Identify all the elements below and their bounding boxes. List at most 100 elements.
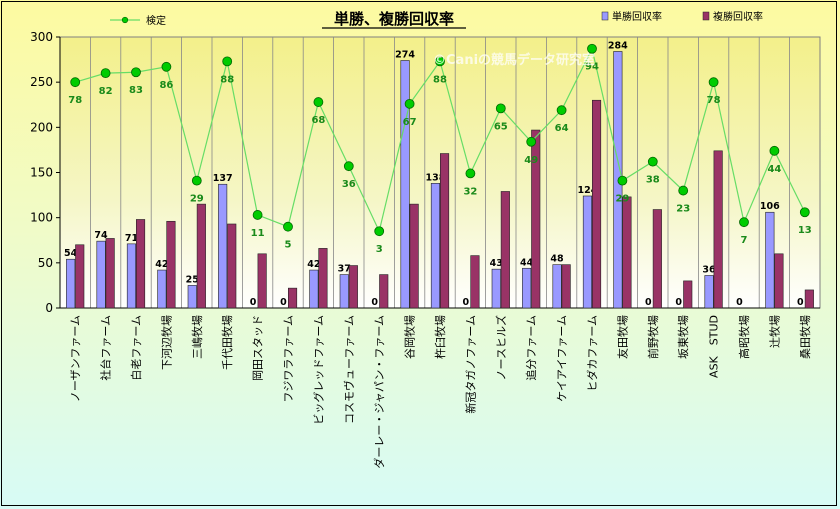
line-point-label: 78 <box>68 95 82 106</box>
legend-label-kentei: 検定 <box>146 14 166 27</box>
bar-place <box>439 153 450 309</box>
bar-win-label: 54 <box>64 248 78 259</box>
line-point-label: 86 <box>159 80 173 91</box>
bar-place <box>136 219 146 309</box>
line-point <box>465 168 476 179</box>
bar-win <box>400 60 410 309</box>
bar-place <box>287 287 298 309</box>
x-tick-label: 下河辺牧場 <box>159 315 173 370</box>
x-tick-label: ビッグレッドファーム <box>311 315 325 425</box>
bar-win-label: 106 <box>760 201 780 212</box>
line-point <box>799 207 810 218</box>
bar-win-label: 71 <box>125 233 138 244</box>
bar-win-label: 37 <box>338 264 351 275</box>
x-tick-label: コスモヴューファーム <box>342 315 356 424</box>
x-tick-label: 坂東牧場 <box>676 315 690 359</box>
x-tick-label: 新冠タガノファーム <box>463 315 477 414</box>
line-point <box>313 97 324 107</box>
bar-place <box>196 203 206 309</box>
watermark: ©Caniの競馬データ研究室 <box>433 52 595 68</box>
bar-place <box>500 191 510 309</box>
bar-place <box>105 238 115 309</box>
line-point <box>343 161 354 172</box>
bar-win <box>339 274 349 309</box>
x-tick-label: 高昭牧場 <box>737 315 751 359</box>
bar-win-label: 0 <box>797 297 804 308</box>
line-point-label: 38 <box>646 175 660 186</box>
bar-place <box>713 150 723 309</box>
bar-place <box>561 264 571 309</box>
bar-place <box>774 253 784 309</box>
line-point-label: 88 <box>433 74 447 85</box>
line-point-label: 67 <box>403 117 417 128</box>
bar-win-label: 0 <box>280 297 287 308</box>
bar-win-label: 0 <box>645 297 652 308</box>
bar-win-label: 138 <box>426 172 446 183</box>
x-tick-label: 前野牧場 <box>646 315 660 359</box>
bar-place <box>652 209 662 309</box>
legend-line-marker <box>121 16 129 24</box>
bar-win-label: 44 <box>520 257 534 268</box>
bar-win-label: 48 <box>550 254 564 265</box>
line-point <box>222 56 233 67</box>
x-tick-label: 白老ファーム <box>129 315 143 381</box>
legend-label-win: 単勝回収率 <box>612 10 662 23</box>
bar-place <box>227 223 237 309</box>
bar-win-label: 124 <box>578 185 598 196</box>
line-point <box>739 217 749 228</box>
y-tick-label: 50 <box>38 256 53 270</box>
y-tick-label: 100 <box>30 211 53 225</box>
bar-win-label: 25 <box>186 274 199 285</box>
line-point <box>708 77 719 88</box>
line-point-label: 36 <box>342 179 356 190</box>
x-tick-label: 岡田スタッド <box>252 315 265 381</box>
x-tick-label: 辻牧場 <box>767 315 781 348</box>
y-tick-label: 150 <box>30 166 53 180</box>
line-point <box>283 221 293 232</box>
bar-place <box>591 99 602 309</box>
bar-win-label: 0 <box>736 297 743 308</box>
line-point <box>769 145 780 156</box>
bar-win <box>218 183 228 309</box>
x-tick-label: 友田牧場 <box>615 315 629 359</box>
line-point <box>678 185 689 196</box>
bar-win <box>765 211 775 309</box>
legend-swatch-win <box>601 11 609 21</box>
line-point <box>587 43 597 54</box>
bar-win <box>704 275 714 309</box>
x-tick-label: 追分ファーム <box>524 315 538 381</box>
line-point-label: 11 <box>251 228 265 239</box>
bar-place <box>75 244 85 309</box>
line-point <box>374 226 385 237</box>
x-tick-label: 三嶋牧場 <box>190 315 204 359</box>
bar-place <box>683 280 693 309</box>
line-point <box>404 98 415 109</box>
bar-win <box>430 183 441 309</box>
bar-place <box>257 253 267 309</box>
line-point <box>70 77 81 88</box>
line-point-label: 88 <box>220 74 234 85</box>
line-point-label: 44 <box>767 164 781 175</box>
bar-place <box>622 196 632 309</box>
bar-win-label: 74 <box>94 230 108 241</box>
line-point-label: 94 <box>585 62 599 73</box>
bar-win-label: 0 <box>675 297 682 308</box>
bar-place <box>318 248 328 309</box>
line-point-label: 23 <box>676 204 690 215</box>
line-point <box>495 103 506 114</box>
line-point-label: 29 <box>190 194 204 205</box>
line-point <box>617 175 628 186</box>
x-tick-label: ヒダカファーム <box>585 315 599 392</box>
line-point-label: 7 <box>741 235 748 246</box>
bar-place <box>348 265 358 309</box>
bar-win-label: 137 <box>213 173 233 184</box>
line-point <box>131 67 141 78</box>
y-tick-label: 200 <box>30 120 53 134</box>
bar-place <box>470 255 480 309</box>
bar-place <box>531 129 541 309</box>
line-point <box>191 175 202 186</box>
bar-win <box>96 240 106 309</box>
line-point-label: 29 <box>615 194 629 205</box>
bar-win <box>552 264 562 309</box>
